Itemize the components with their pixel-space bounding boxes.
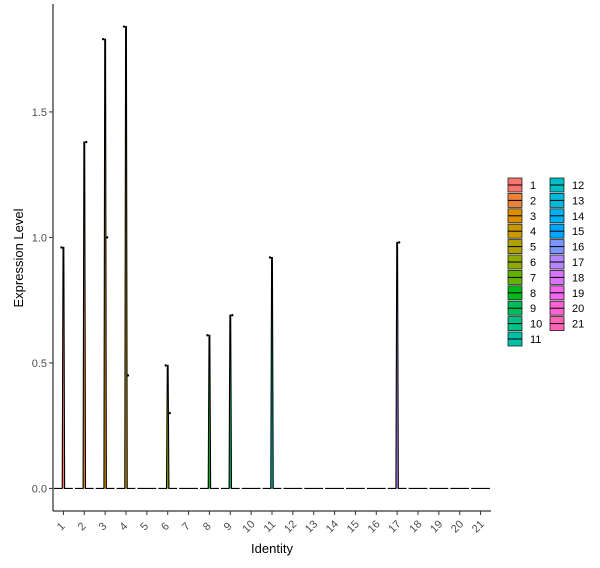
x-tick-label: 7	[180, 520, 193, 533]
y-axis-title: Expression Level	[11, 208, 26, 307]
data-point	[231, 314, 234, 317]
data-point	[397, 241, 401, 244]
legend-label-18: 18	[572, 272, 584, 284]
x-tick-label: 1	[55, 520, 68, 533]
legend-label-15: 15	[572, 226, 584, 238]
violin-9	[220, 314, 240, 489]
legend-label-4: 4	[530, 226, 536, 238]
x-tick-label: 15	[345, 518, 362, 535]
x-tick-label: 5	[138, 520, 151, 533]
x-tick-label: 13	[303, 518, 320, 535]
legend-label-2: 2	[530, 195, 536, 207]
violin-8	[200, 334, 219, 489]
plot-area: 0.00.51.01.51 2 3 4 5 6 7 8 9 10 11 12 13 14 15 16 17 18 1…	[32, 4, 491, 535]
legend-label-16: 16	[572, 242, 584, 254]
legend-label-6: 6	[530, 257, 536, 269]
legend-label-7: 7	[530, 272, 536, 284]
x-tick-label: 4	[117, 520, 130, 533]
violin-11	[262, 256, 282, 489]
data-point	[168, 411, 171, 415]
legend-label-14: 14	[572, 211, 584, 223]
legend-label-19: 19	[572, 288, 584, 300]
x-tick-label: 20	[449, 518, 466, 535]
violin-2	[74, 141, 94, 489]
x-axis-title: Identity	[251, 541, 293, 556]
x-tick-label: 18	[407, 518, 424, 535]
violin-17	[387, 241, 407, 489]
x-tick-label: 14	[324, 518, 341, 535]
data-point	[268, 256, 272, 259]
legend-label-12: 12	[572, 180, 584, 192]
y-tick-label: 1.5	[32, 107, 47, 119]
violin-1	[54, 246, 73, 489]
data-point	[105, 236, 109, 239]
y-tick-label: 0.5	[32, 358, 47, 370]
data-point	[85, 140, 88, 144]
data-point	[122, 25, 126, 28]
legend-label-11: 11	[530, 334, 541, 346]
legend-label-17: 17	[572, 257, 584, 269]
legend-label-10: 10	[530, 319, 542, 331]
legend-label-1: 1	[530, 180, 536, 192]
x-tick-label: 21	[470, 518, 487, 535]
data-point	[206, 334, 209, 337]
x-tick-label: 12	[282, 518, 299, 535]
data-point	[101, 37, 105, 41]
x-tick-label: 10	[240, 518, 257, 535]
data-point	[126, 374, 130, 377]
x-tick-label: 11	[262, 519, 279, 536]
x-tick-label: 16	[366, 518, 383, 535]
violin-6	[158, 364, 178, 489]
legend-label-21: 21	[572, 319, 584, 331]
x-tick-label: 17	[386, 518, 403, 535]
legend-label-13: 13	[572, 195, 584, 207]
data-point	[164, 364, 167, 367]
legend-label-20: 20	[572, 303, 584, 315]
x-tick-label: 2	[76, 520, 89, 533]
x-tick-label: 6	[159, 520, 172, 533]
x-tick-label: 9	[222, 520, 235, 533]
x-tick-label: 3	[97, 520, 110, 533]
x-tick-label: 8	[201, 520, 214, 533]
y-tick-label: 0.0	[32, 483, 47, 495]
legend-label-9: 9	[530, 303, 536, 315]
x-tick-label: 19	[428, 518, 445, 535]
legend-label-8: 8	[530, 288, 536, 300]
violin-4	[116, 26, 136, 489]
y-tick-label: 1.0	[32, 232, 47, 244]
legend-label-5: 5	[530, 242, 536, 254]
violin-3	[95, 38, 115, 489]
legend-label-3: 3	[530, 211, 536, 223]
data-point	[60, 246, 63, 249]
